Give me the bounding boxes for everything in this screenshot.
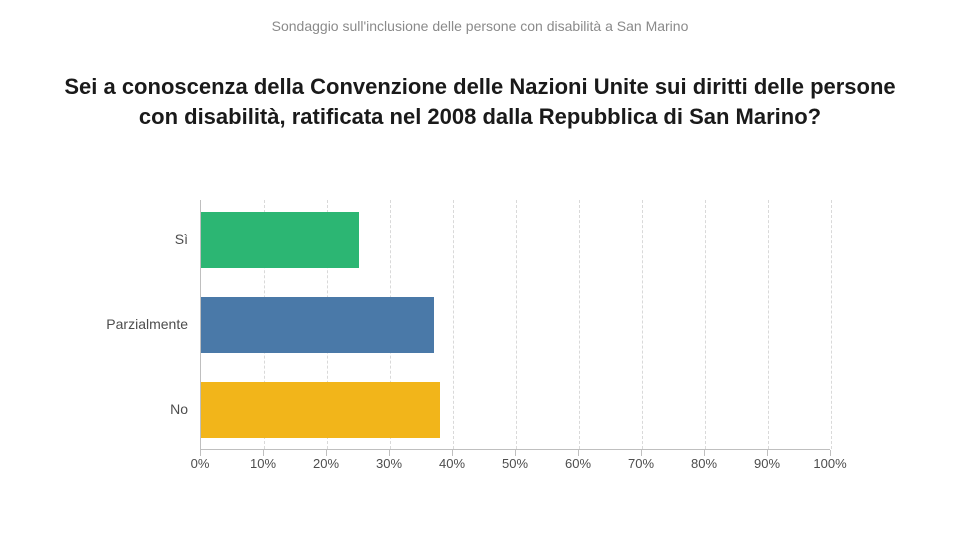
x-tick-label: 50%: [495, 456, 535, 471]
page-subtitle: Sondaggio sull'inclusione delle persone …: [0, 0, 960, 34]
bar: [201, 382, 440, 438]
y-category-label: Parzialmente: [48, 316, 188, 332]
gridline: [453, 200, 454, 449]
x-tick-label: 100%: [810, 456, 850, 471]
plot-area: [200, 200, 830, 450]
x-tick-label: 70%: [621, 456, 661, 471]
gridline: [579, 200, 580, 449]
gridline: [831, 200, 832, 449]
x-tick-label: 20%: [306, 456, 346, 471]
x-tick-label: 60%: [558, 456, 598, 471]
bar: [201, 212, 359, 268]
bar: [201, 297, 434, 353]
gridline: [516, 200, 517, 449]
x-tick-label: 90%: [747, 456, 787, 471]
x-tick-label: 10%: [243, 456, 283, 471]
y-category-label: No: [48, 401, 188, 417]
gridline: [642, 200, 643, 449]
x-tick-label: 40%: [432, 456, 472, 471]
bar-chart: 0%10%20%30%40%50%60%70%80%90%100%SìParzi…: [200, 200, 830, 460]
y-category-label: Sì: [48, 231, 188, 247]
x-tick-label: 0%: [180, 456, 220, 471]
x-tick-label: 80%: [684, 456, 724, 471]
gridline: [768, 200, 769, 449]
x-tick-label: 30%: [369, 456, 409, 471]
chart-title: Sei a conoscenza della Convenzione delle…: [0, 34, 960, 131]
gridline: [705, 200, 706, 449]
